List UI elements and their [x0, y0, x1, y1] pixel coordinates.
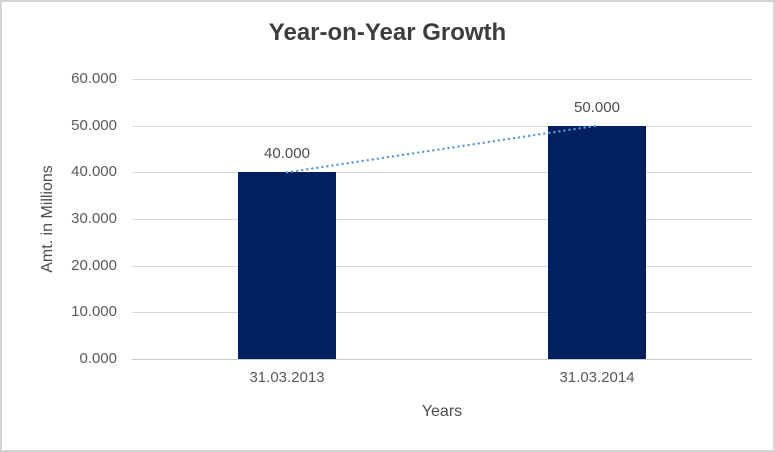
x-axis-title: Years: [421, 403, 463, 420]
plot-area: [132, 79, 752, 360]
x-tick-label: 31.03.2013: [249, 369, 325, 386]
trendline: [285, 124, 599, 174]
gridline: [132, 265, 752, 267]
gridline: [132, 219, 752, 220]
y-tick-label: 20.000: [71, 256, 117, 274]
chart-bar: [548, 125, 646, 359]
gridline: [132, 312, 752, 314]
gridline: [132, 172, 752, 174]
data-label: 40.000: [264, 145, 310, 163]
y-tick-label: 40.000: [71, 163, 117, 181]
y-tick-label: 0.000: [79, 350, 117, 367]
y-tick-label: 50.000: [71, 116, 117, 134]
data-label: 50.000: [574, 98, 620, 116]
y-tick-label: 60.000: [71, 70, 117, 87]
y-tick-label: 30.000: [71, 210, 117, 227]
gridline: [132, 125, 752, 127]
trendline-dotted: [285, 124, 599, 174]
y-tick-label: 10.000: [71, 303, 117, 321]
gridline: [132, 79, 752, 80]
x-tick-label: 31.03.2014: [559, 369, 635, 386]
chart-title: Year-on-Year Growth: [268, 19, 507, 46]
chart-bar: [238, 172, 336, 359]
